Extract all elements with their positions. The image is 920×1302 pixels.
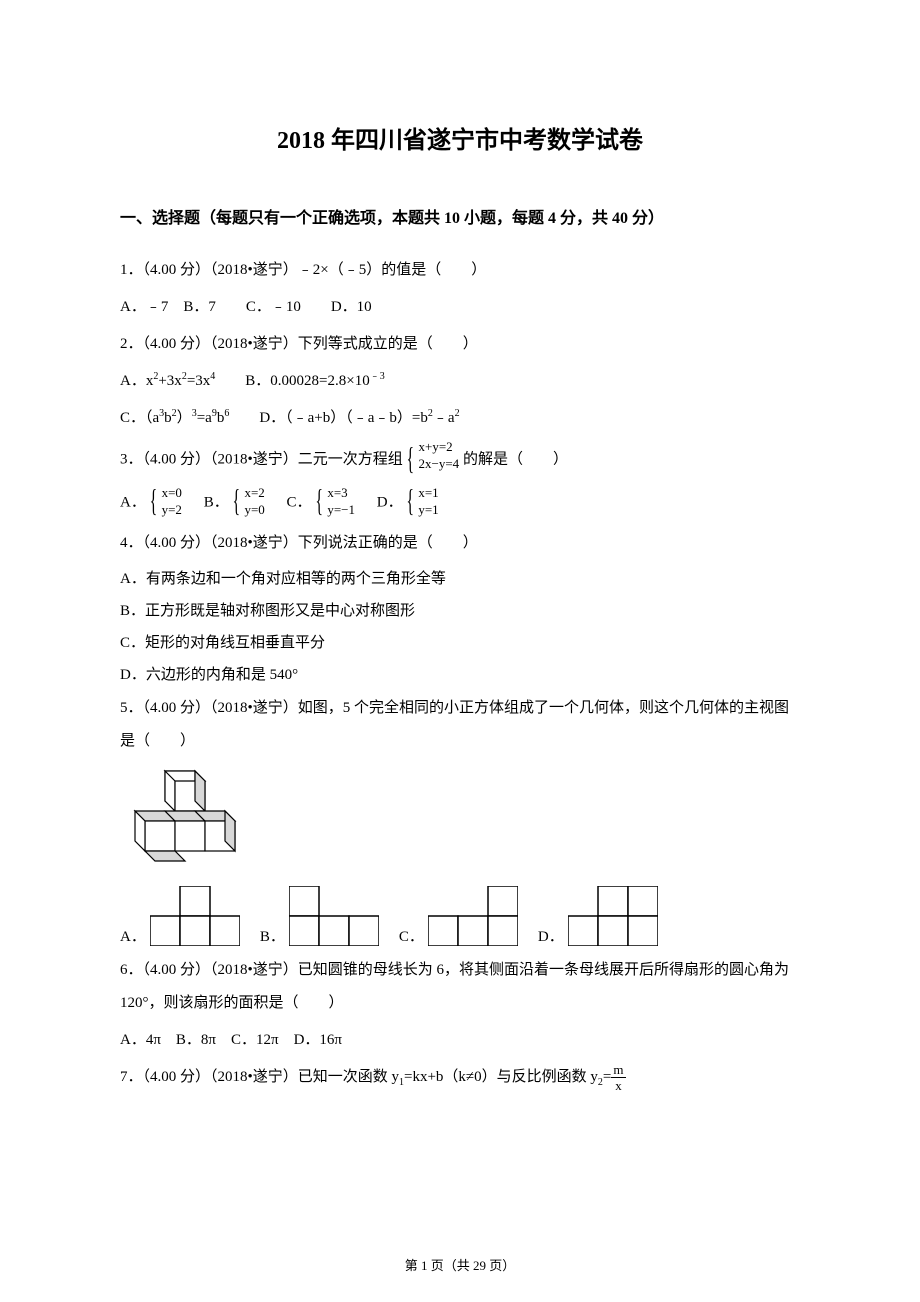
q3-c-l1: x=3 — [327, 485, 355, 502]
q5-opt-a: A． — [120, 886, 240, 946]
q5-a-icon — [150, 886, 240, 946]
q3-d-l2: y=1 — [418, 502, 438, 519]
q4-a: A．有两条边和一个角对应相等的两个三角形全等 — [120, 564, 800, 594]
q5-opt-d: D． — [538, 886, 658, 946]
q7-frac-num: m — [611, 1063, 625, 1078]
q3-opt-c: C． x=3 y=−1 — [287, 485, 355, 521]
q2-d-m1: ﹣a — [433, 410, 455, 426]
q3-a-label: A． — [120, 494, 146, 510]
q2-a-prefix: A．x — [120, 373, 153, 389]
q2-c-prefix: C．（a — [120, 410, 159, 426]
q5-a-label: A． — [120, 925, 146, 946]
q2-a-m1: +3x — [158, 373, 181, 389]
q6-options: A．4π B．8π C．12π D．16π — [120, 1024, 800, 1057]
q5-b-label: B． — [260, 925, 285, 946]
q3-prefix: 3．（4.00 分）（2018•遂宁）二元一次方程组 — [120, 451, 403, 467]
q1-text: 1．（4.00 分）（2018•遂宁）﹣2×（﹣5）的值是（ ） — [120, 254, 800, 287]
q7-m1: =kx+b（k≠0）与反比例函数 y — [404, 1069, 598, 1085]
q2-d-s2: 2 — [455, 408, 460, 419]
q5-b-icon — [289, 886, 379, 946]
q4-c: C．矩形的对角线互相垂直平分 — [120, 628, 800, 658]
q2-c-m3: =a — [197, 410, 212, 426]
q4-d: D．六边形的内角和是 540° — [120, 660, 800, 690]
q7-fraction: mx — [611, 1063, 625, 1092]
section-header: 一、选择题（每题只有一个正确选项，本题共 10 小题，每题 4 分，共 40 分… — [120, 205, 800, 234]
q5-opt-c: C． — [399, 886, 518, 946]
q7-m2: = — [603, 1069, 611, 1085]
q5-d-icon — [568, 886, 658, 946]
q3-text: 3．（4.00 分）（2018•遂宁）二元一次方程组 x+y=2 2x−y=4 … — [120, 439, 800, 481]
q3-sys-l1: x+y=2 — [419, 439, 460, 456]
q2-d-prefix: D．（﹣a+b）（﹣a﹣b）=b — [229, 410, 428, 426]
q2-options-line2: C．（a3b2）3=a9b6 D．（﹣a+b）（﹣a﹣b）=b2﹣a2 — [120, 402, 800, 435]
q2-text: 2．（4.00 分）（2018•遂宁）下列等式成立的是（ ） — [120, 328, 800, 361]
q4-b: B．正方形既是轴对称图形又是中心对称图形 — [120, 596, 800, 626]
q7-frac-den: x — [611, 1078, 625, 1092]
q4-text: 4．（4.00 分）（2018•遂宁）下列说法正确的是（ ） — [120, 527, 800, 560]
q3-a-l1: x=0 — [162, 485, 182, 502]
q6-text: 6．（4.00 分）（2018•遂宁）已知圆锥的母线长为 6，将其侧面沿着一条母… — [120, 954, 800, 1020]
q3-c-l2: y=−1 — [327, 502, 355, 519]
q2-options-line1: A．x2+3x2=3x4 B．0.00028=2.8×10﹣3 — [120, 365, 800, 398]
q3-b-l2: y=0 — [244, 502, 264, 519]
q5-text: 5．（4.00 分）（2018•遂宁）如图，5 个完全相同的小正方体组成了一个几… — [120, 692, 800, 758]
q3-suffix: 的解是（ ） — [463, 451, 568, 467]
q7-text: 7．（4.00 分）（2018•遂宁）已知一次函数 y1=kx+b（k≠0）与反… — [120, 1061, 800, 1094]
q3-sys-l2: 2x−y=4 — [419, 456, 460, 473]
q3-b-label: B． — [204, 494, 229, 510]
q3-d-label: D． — [377, 494, 403, 510]
q5-figure — [120, 766, 800, 876]
q2-a-m2: =3x — [187, 373, 210, 389]
q3-d-l1: x=1 — [418, 485, 438, 502]
q2-b-sup: ﹣3 — [370, 371, 385, 382]
page-title: 2018 年四川省遂宁市中考数学试卷 — [120, 120, 800, 155]
q3-opt-a: A． x=0 y=2 — [120, 485, 182, 521]
q5-c-label: C． — [399, 925, 424, 946]
q2-b-prefix: B．0.00028=2.8×10 — [215, 373, 369, 389]
page-footer: 第 1 页（共 29 页） — [0, 1255, 920, 1274]
q3-opt-b: B． x=2 y=0 — [204, 485, 265, 521]
q5-d-label: D． — [538, 925, 564, 946]
q1-options: A．﹣7 B．7 C．﹣10 D．10 — [120, 291, 800, 324]
q3-system: x+y=2 2x−y=4 — [407, 439, 460, 481]
q3-a-l2: y=2 — [162, 502, 182, 519]
q5-answer-options: A． B． C． — [120, 886, 800, 946]
q2-c-m2: ） — [177, 410, 192, 426]
q3-options: A． x=0 y=2 B． x=2 y=0 C． x=3 — [120, 485, 800, 521]
q2-c-m1: b — [164, 410, 172, 426]
q3-c-label: C． — [287, 494, 312, 510]
q5-c-icon — [428, 886, 518, 946]
q3-b-l1: x=2 — [244, 485, 264, 502]
q3-opt-d: D． x=1 y=1 — [377, 485, 439, 521]
q5-opt-b: B． — [260, 886, 379, 946]
q7-prefix: 7．（4.00 分）（2018•遂宁）已知一次函数 y — [120, 1069, 399, 1085]
